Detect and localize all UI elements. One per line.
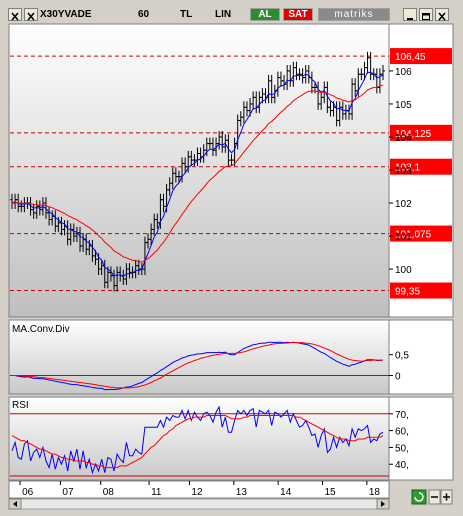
- macd-title: MA.Conv.Div: [12, 324, 70, 335]
- rsi-axis-panel: [388, 396, 454, 481]
- ohlc-bar: [381, 64, 385, 81]
- slow-moving-average-line: [11, 84, 384, 263]
- y-tick-label: 0: [395, 371, 401, 382]
- x-tick-label: 13: [236, 487, 248, 498]
- rsi-title: RSI: [12, 400, 29, 411]
- price-panel[interactable]: [8, 23, 390, 318]
- x-tick-label: 07: [62, 487, 74, 498]
- price-level-tag: [390, 225, 452, 242]
- maximize-icon: [422, 13, 430, 20]
- scale-label[interactable]: LIN: [215, 9, 232, 20]
- y-tick-label: 50,: [395, 443, 409, 454]
- y-tick-label: 40,: [395, 460, 409, 471]
- refresh-button[interactable]: [411, 489, 427, 505]
- plus-icon: [443, 493, 450, 501]
- price-level-tag: [390, 124, 452, 141]
- rsi-average-line: [11, 415, 384, 469]
- y-tick-label: 105: [395, 100, 412, 111]
- currency-label[interactable]: TL: [180, 9, 193, 20]
- y-tick-label: 103: [395, 166, 412, 177]
- x-tick-label: 11: [151, 487, 162, 498]
- minimize-button[interactable]: [403, 8, 417, 21]
- close-button[interactable]: [8, 8, 22, 21]
- y-tick-label: 102: [395, 199, 412, 210]
- x-tick-label: 18: [369, 487, 381, 498]
- y-tick-label: 100: [395, 265, 412, 276]
- price-level-label: 99,35: [395, 287, 420, 298]
- y-tick-label: 70,: [395, 410, 409, 421]
- arrow-left-icon: [13, 501, 17, 507]
- x-tick-label: 15: [325, 487, 337, 498]
- price-level-tag: [390, 158, 452, 175]
- refresh-icon: [414, 492, 424, 502]
- sell-button[interactable]: SAT: [283, 8, 313, 21]
- period-label[interactable]: 60: [138, 9, 150, 20]
- x-tick-label: 08: [103, 487, 115, 498]
- price-level-tag: [390, 48, 452, 65]
- close-icon: [438, 12, 446, 21]
- price-level-label: 101,075: [395, 230, 432, 241]
- x-axis-panel: [8, 480, 390, 499]
- close-icon: [11, 12, 19, 21]
- symbol-toggle-button[interactable]: [24, 8, 38, 21]
- symbol-label[interactable]: X30YVADE: [40, 9, 92, 20]
- y-tick-label: 106: [395, 67, 412, 78]
- price-level-tag: [390, 282, 452, 299]
- buy-button[interactable]: AL: [250, 8, 280, 21]
- x-tick-label: 06: [22, 487, 34, 498]
- y-tick-label: 101: [395, 232, 412, 243]
- brand-logo: matriks: [318, 8, 390, 21]
- minimize-icon: [407, 18, 413, 20]
- y-tick-label: 104: [395, 133, 412, 144]
- price-level-label: 103,1: [395, 163, 420, 174]
- price-level-label: 106,45: [395, 52, 426, 63]
- y-tick-label: 0,5: [395, 351, 409, 362]
- macd-axis-panel: [388, 319, 454, 395]
- price-bars: [10, 51, 385, 292]
- window-close-button[interactable]: [435, 8, 449, 21]
- rsi-panel[interactable]: [8, 396, 390, 481]
- price-level-label: 104,125: [395, 129, 432, 140]
- horizontal-scrollbar[interactable]: [8, 498, 390, 510]
- maximize-button[interactable]: [419, 8, 433, 21]
- y-tick-label: 60,: [395, 427, 409, 438]
- macd-line: [12, 341, 384, 391]
- arrow-right-icon: [381, 501, 385, 507]
- macd-signal-line: [12, 342, 383, 389]
- x-tick-label: 14: [280, 487, 292, 498]
- x-tick-label: 12: [191, 487, 203, 498]
- cross-icon: [27, 12, 35, 21]
